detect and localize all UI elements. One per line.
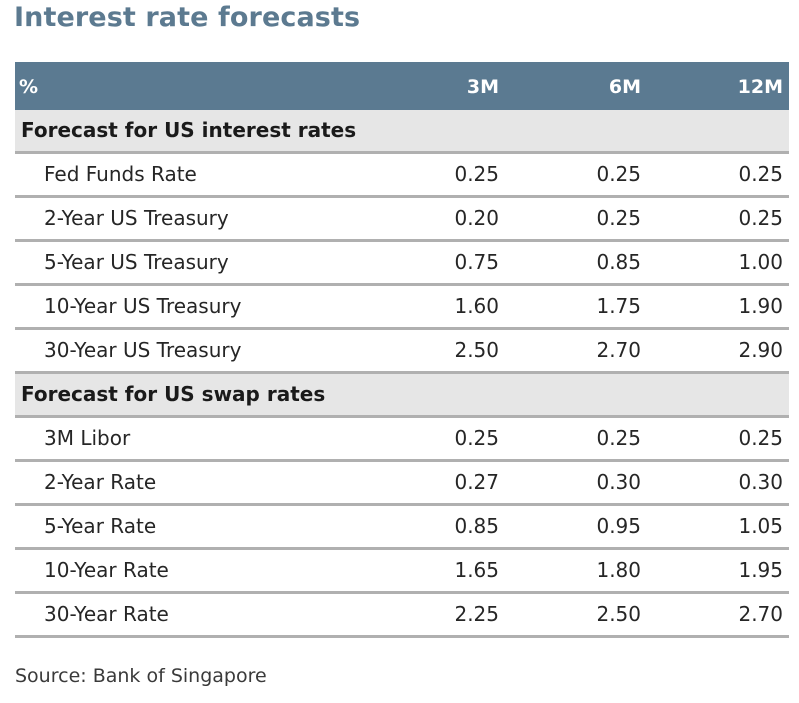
cell-12m: 1.95 — [738, 558, 783, 582]
row-label: 10-Year US Treasury — [44, 294, 242, 318]
cell-3m: 0.25 — [454, 426, 499, 450]
header-unit: % — [19, 76, 39, 98]
table-row: 30-Year Rate 2.25 2.50 2.70 — [15, 594, 789, 638]
row-label: 3M Libor — [44, 426, 131, 450]
section-title: Forecast for US swap rates — [21, 382, 326, 406]
table-header: % 3M 6M 12M — [15, 62, 789, 110]
cell-6m: 0.85 — [596, 250, 641, 274]
cell-6m: 0.95 — [596, 514, 641, 538]
row-label: 10-Year Rate — [44, 558, 169, 582]
cell-6m: 0.30 — [596, 470, 641, 494]
cell-6m: 0.25 — [596, 206, 641, 230]
cell-12m: 0.25 — [738, 426, 783, 450]
row-label: 2-Year US Treasury — [44, 206, 229, 230]
cell-3m: 0.25 — [454, 162, 499, 186]
cell-6m: 2.50 — [596, 602, 641, 626]
table-row: 10-Year US Treasury 1.60 1.75 1.90 — [15, 286, 789, 330]
row-label: 5-Year Rate — [44, 514, 157, 538]
cell-12m: 0.30 — [738, 470, 783, 494]
cell-6m: 1.80 — [596, 558, 641, 582]
cell-12m: 1.05 — [738, 514, 783, 538]
cell-6m: 0.25 — [596, 162, 641, 186]
cell-12m: 2.90 — [738, 338, 783, 362]
header-3m: 3M — [466, 76, 499, 98]
cell-3m: 0.85 — [454, 514, 499, 538]
cell-3m: 1.60 — [454, 294, 499, 318]
cell-3m: 0.75 — [454, 250, 499, 274]
cell-12m: 0.25 — [738, 206, 783, 230]
table-row: 2-Year US Treasury 0.20 0.25 0.25 — [15, 198, 789, 242]
forecast-table: % 3M 6M 12M Forecast for US interest rat… — [15, 62, 789, 638]
table-row: 2-Year Rate 0.27 0.30 0.30 — [15, 462, 789, 506]
source-note: Source: Bank of Singapore — [15, 665, 267, 687]
cell-6m: 0.25 — [596, 426, 641, 450]
row-label: 30-Year Rate — [44, 602, 169, 626]
cell-3m: 0.27 — [454, 470, 499, 494]
header-12m: 12M — [737, 76, 783, 98]
table-row: 30-Year US Treasury 2.50 2.70 2.90 — [15, 330, 789, 374]
header-6m: 6M — [608, 76, 641, 98]
cell-3m: 1.65 — [454, 558, 499, 582]
table-row: Fed Funds Rate 0.25 0.25 0.25 — [15, 154, 789, 198]
section-title: Forecast for US interest rates — [21, 118, 357, 142]
cell-12m: 1.90 — [738, 294, 783, 318]
row-label: 5-Year US Treasury — [44, 250, 229, 274]
table-row: 5-Year Rate 0.85 0.95 1.05 — [15, 506, 789, 550]
cell-12m: 2.70 — [738, 602, 783, 626]
row-label: 30-Year US Treasury — [44, 338, 242, 362]
cell-3m: 2.25 — [454, 602, 499, 626]
table-row: 10-Year Rate 1.65 1.80 1.95 — [15, 550, 789, 594]
cell-3m: 0.20 — [454, 206, 499, 230]
cell-6m: 1.75 — [596, 294, 641, 318]
cell-3m: 2.50 — [454, 338, 499, 362]
cell-6m: 2.70 — [596, 338, 641, 362]
page-title: Interest rate forecasts — [14, 2, 361, 33]
row-label: 2-Year Rate — [44, 470, 157, 494]
section-header: Forecast for US interest rates — [15, 110, 789, 154]
cell-12m: 1.00 — [738, 250, 783, 274]
row-label: Fed Funds Rate — [44, 162, 197, 186]
section-header: Forecast for US swap rates — [15, 374, 789, 418]
table-row: 3M Libor 0.25 0.25 0.25 — [15, 418, 789, 462]
table-row: 5-Year US Treasury 0.75 0.85 1.00 — [15, 242, 789, 286]
cell-12m: 0.25 — [738, 162, 783, 186]
